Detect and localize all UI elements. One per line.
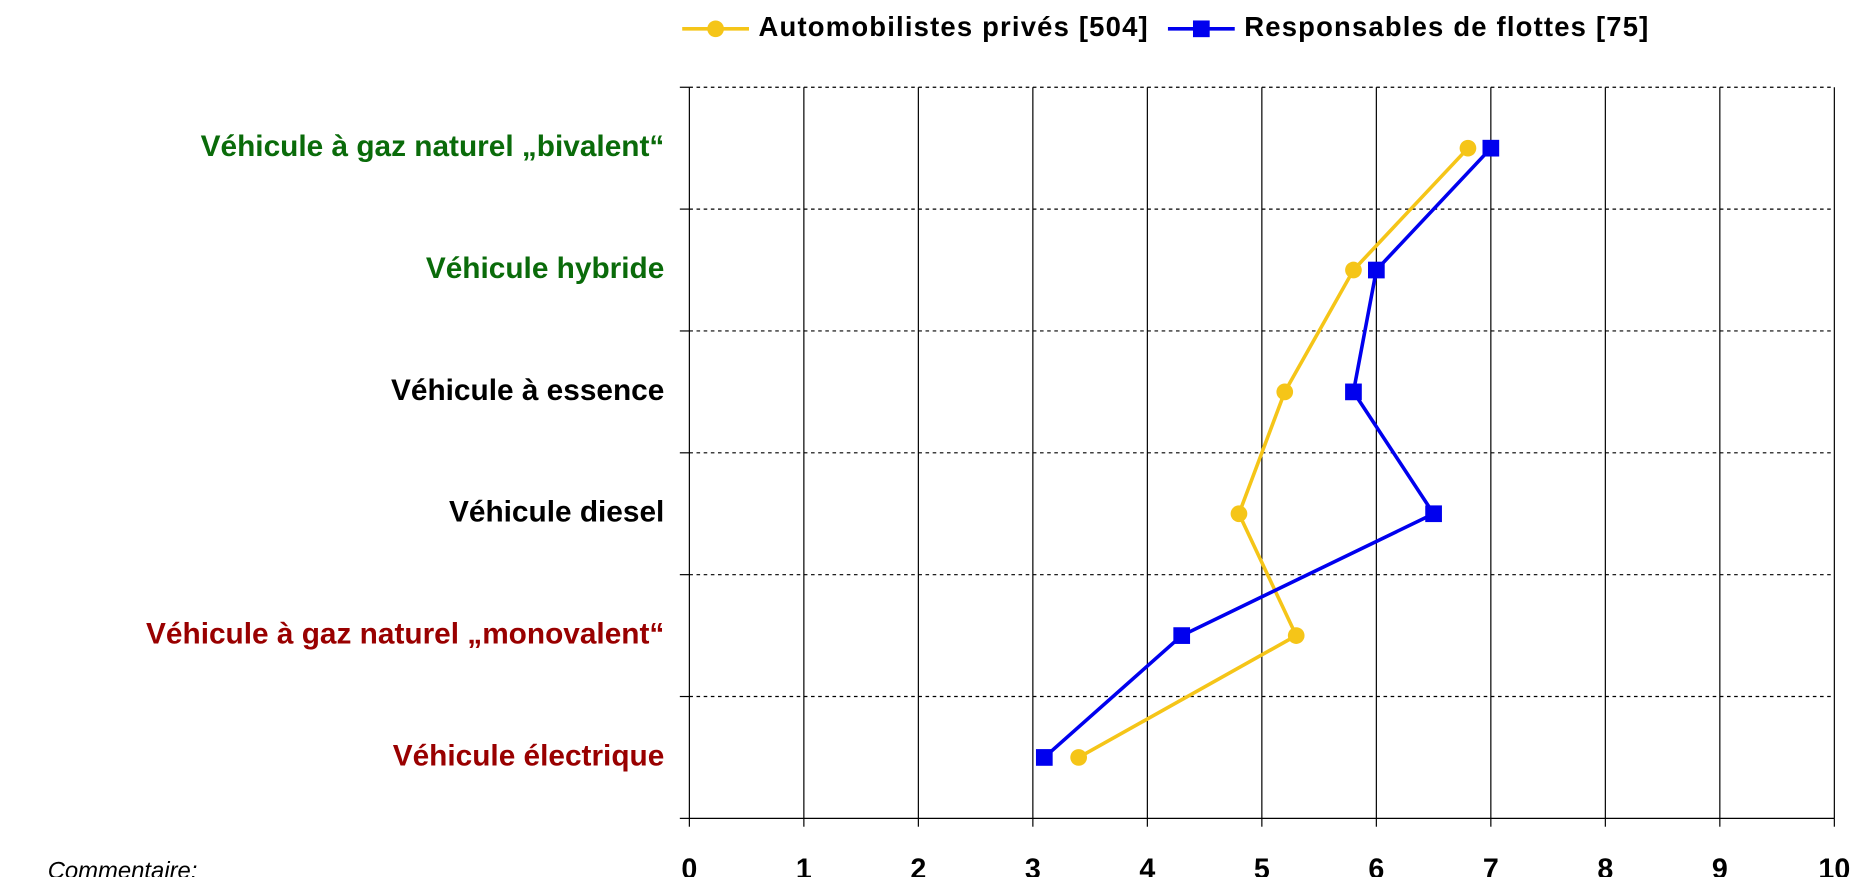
legend-label: Automobilistes privés [504] bbox=[759, 11, 1149, 42]
marker bbox=[1345, 383, 1362, 401]
note: Commentaire: bbox=[48, 857, 198, 877]
x-tick-label: 8 bbox=[1597, 853, 1613, 877]
marker bbox=[1035, 749, 1053, 766]
category-label: Véhicule à essence bbox=[391, 374, 664, 407]
category-label: Véhicule hybride bbox=[426, 252, 664, 285]
x-tick-label: 6 bbox=[1368, 853, 1384, 877]
marker bbox=[1276, 383, 1294, 401]
category-label: Véhicule diesel bbox=[449, 496, 664, 529]
legend-marker bbox=[707, 20, 724, 38]
category-label: Véhicule à gaz naturel „monovalent“ bbox=[146, 617, 664, 650]
marker bbox=[1459, 139, 1477, 157]
marker bbox=[1070, 749, 1088, 766]
marker bbox=[1368, 261, 1385, 279]
category-label: Véhicule à gaz naturel „bivalent“ bbox=[201, 130, 665, 163]
marker bbox=[1173, 627, 1191, 644]
marker bbox=[1345, 261, 1362, 279]
x-tick-label: 2 bbox=[910, 853, 926, 877]
x-tick-label: 7 bbox=[1483, 853, 1499, 877]
series-line bbox=[1077, 146, 1470, 760]
x-tick-label: 5 bbox=[1254, 853, 1270, 877]
x-tick-label: 9 bbox=[1712, 853, 1728, 877]
x-tick-label: 3 bbox=[1025, 853, 1041, 877]
category-label: Véhicule électrique bbox=[393, 739, 665, 772]
legend-label: Responsables de flottes [75] bbox=[1244, 11, 1649, 42]
marker bbox=[1287, 627, 1305, 644]
x-tick-label: 0 bbox=[681, 853, 697, 877]
x-tick-label: 1 bbox=[796, 853, 812, 877]
series-line bbox=[1043, 146, 1493, 759]
legend-marker bbox=[1192, 20, 1210, 38]
x-tick-label: 4 bbox=[1139, 853, 1155, 877]
x-tick-label: 10 bbox=[1818, 853, 1850, 877]
marker bbox=[1230, 505, 1248, 523]
marker bbox=[1425, 505, 1442, 523]
marker bbox=[1482, 139, 1500, 157]
